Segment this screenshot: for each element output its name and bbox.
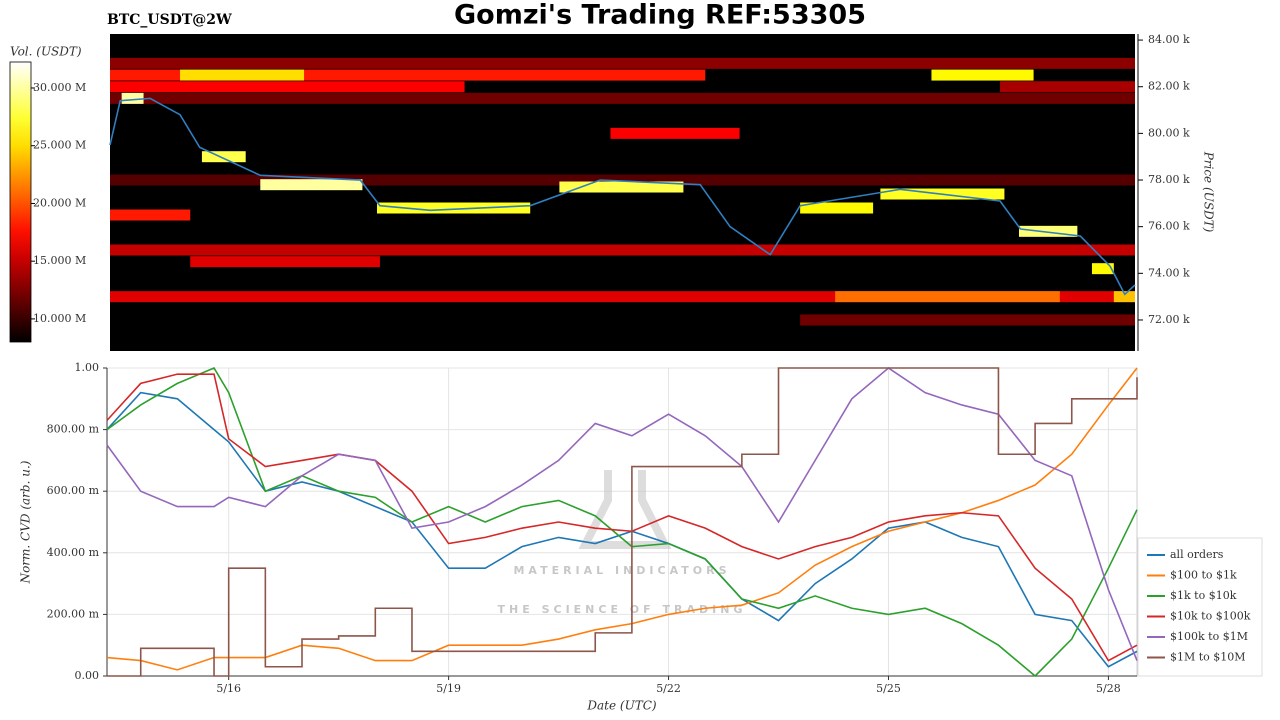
legend-label: $10k to $100k — [1170, 610, 1251, 623]
heatmap-cell — [110, 92, 1135, 104]
cvd-line — [106, 367, 1138, 661]
colorbar-tick-label: 25.000 M — [33, 139, 86, 152]
colorbar-label: Vol. (USDT) — [10, 45, 82, 59]
y-tick-label: 74.00 k — [1148, 266, 1190, 279]
heatmap-cell — [180, 69, 305, 81]
y-tick-label: 600.00 m — [47, 484, 100, 497]
heatmap-cell — [110, 244, 1135, 256]
heatmap-cell — [110, 209, 191, 221]
colorbar-tick-label: 15.000 M — [33, 254, 86, 267]
legend-label: $1M to $10M — [1170, 651, 1246, 664]
watermark-subtext: THE SCIENCE OF TRADING — [498, 603, 747, 616]
heatmap-cell — [800, 314, 1135, 326]
watermark-text: MATERIAL INDICATORS — [513, 564, 730, 577]
chart-title: Gomzi's Trading REF:53305 — [454, 0, 866, 31]
heatmap-cell — [121, 92, 144, 104]
y-tick-label: 80.00 k — [1148, 126, 1190, 139]
heatmap-cell — [559, 181, 684, 193]
y-tick-label: 72.00 k — [1148, 313, 1190, 326]
cvd-line — [106, 373, 1138, 662]
watermark-icon — [578, 470, 672, 549]
heatmap-cell — [610, 127, 740, 139]
x-axis-label: Date (UTC) — [586, 699, 656, 713]
heatmap-cell — [931, 69, 1034, 81]
heatmap-cell — [1113, 291, 1135, 303]
heatmap-cell — [190, 256, 380, 268]
y-axis-label: Price (USDT) — [1202, 151, 1216, 233]
cvd-line — [106, 366, 1138, 678]
y-tick-label: 400.00 m — [47, 546, 100, 559]
y-tick-label: 200.00 m — [47, 607, 100, 620]
heatmap-cell — [110, 291, 1135, 303]
x-tick-label: 5/16 — [216, 682, 241, 695]
heatmap-cell — [110, 69, 706, 81]
x-tick-label: 5/19 — [436, 682, 461, 695]
colorbar-tick-label: 10.000 M — [33, 312, 86, 325]
y-tick-label: 76.00 k — [1148, 220, 1190, 233]
x-tick-label: 5/22 — [656, 682, 681, 695]
heatmap-cell — [800, 202, 874, 214]
x-tick-label: 5/25 — [876, 682, 901, 695]
legend — [1137, 537, 1263, 677]
heatmap-cell — [377, 202, 531, 214]
y-tick-label: 1.00 — [75, 361, 100, 374]
y-tick-label: 78.00 k — [1148, 173, 1190, 186]
legend-label: all orders — [1170, 548, 1224, 561]
heatmap-cell — [1091, 263, 1114, 275]
cvd-line — [106, 367, 1138, 671]
y-tick-label: 82.00 k — [1148, 80, 1190, 93]
heatmap-cell — [260, 179, 363, 191]
cvd-line — [106, 391, 1138, 668]
legend-label: $1k to $10k — [1170, 589, 1237, 602]
chart-subtitle: BTC_USDT@2W — [107, 12, 232, 28]
heatmap-cell — [1000, 81, 1135, 93]
price-line — [109, 97, 1136, 296]
colorbar-tick-label: 20.000 M — [33, 196, 86, 209]
heatmap-cell — [110, 81, 465, 93]
heatmap-cell — [110, 174, 1135, 186]
plot-area — [106, 367, 1138, 677]
legend-label: $100 to $1k — [1170, 569, 1237, 582]
heatmap-cell — [835, 291, 1060, 303]
colorbar-tick-label: 30.000 M — [33, 81, 86, 94]
x-tick-label: 5/28 — [1096, 682, 1121, 695]
legend-label: $100k to $1M — [1170, 630, 1248, 643]
heatmap-cell — [1019, 225, 1078, 237]
cvd-line — [107, 367, 1138, 677]
y-axis-label: Norm. CVD (arb. u.) — [19, 460, 33, 584]
y-tick-label: 0.00 — [75, 669, 100, 682]
heatmap-cell — [201, 151, 246, 163]
y-tick-label: 84.00 k — [1148, 33, 1190, 46]
y-tick-label: 800.00 m — [47, 423, 100, 436]
heatmap-cell — [110, 57, 1135, 69]
colorbar — [9, 61, 32, 343]
